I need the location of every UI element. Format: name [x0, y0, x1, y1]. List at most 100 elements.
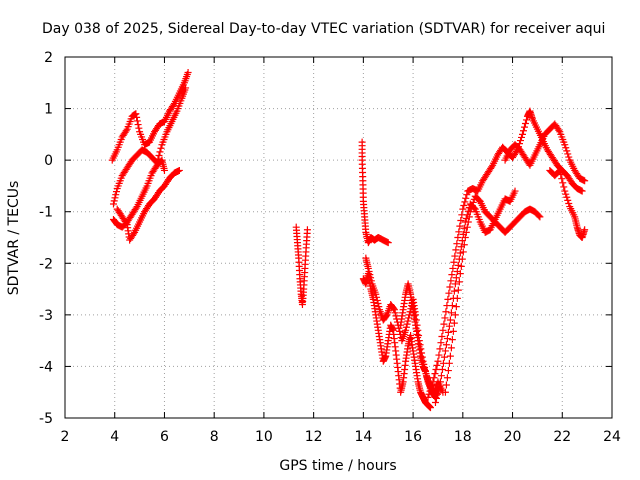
plus-marker [134, 121, 142, 129]
plus-marker [459, 248, 467, 256]
plus-marker [457, 262, 465, 270]
plot-frame [64, 56, 613, 419]
plus-marker [424, 393, 432, 401]
plus-marker [365, 268, 373, 276]
plus-marker [450, 319, 458, 327]
plus-marker [441, 314, 449, 322]
plus-marker [440, 353, 448, 361]
plus-marker [175, 166, 183, 174]
x-tick-label: 4 [110, 429, 119, 445]
y-tick-label: 1 [44, 102, 53, 118]
series-seg-b [109, 84, 190, 208]
plus-marker [364, 264, 372, 272]
plus-marker [565, 199, 573, 207]
y-tick-label: -2 [39, 256, 53, 272]
plus-marker [430, 374, 438, 382]
plus-marker [452, 303, 460, 311]
plus-marker [562, 144, 570, 152]
plus-marker [122, 219, 130, 227]
plus-marker [449, 327, 457, 335]
plus-marker [432, 394, 440, 402]
plus-marker [557, 171, 565, 179]
plus-marker [463, 223, 471, 231]
plus-marker [450, 258, 458, 266]
plus-marker [449, 264, 457, 272]
plus-marker [460, 241, 468, 249]
plus-marker [556, 166, 564, 174]
plus-marker [434, 386, 442, 394]
plus-marker [536, 213, 544, 221]
plus-marker [562, 190, 570, 198]
plus-marker [445, 322, 453, 330]
series-seg-c [109, 156, 168, 231]
plus-marker [453, 240, 461, 248]
plus-marker [455, 228, 463, 236]
plus-marker [460, 224, 468, 232]
plus-marker [563, 147, 571, 155]
series-seg-d [113, 166, 183, 244]
plus-marker [517, 133, 525, 141]
plus-marker [112, 188, 120, 196]
plus-marker [155, 152, 163, 160]
plus-marker [402, 323, 410, 331]
series-seg-l [441, 192, 544, 396]
plus-marker [367, 274, 375, 282]
plus-marker [446, 316, 454, 324]
x-tick-label: 20 [504, 429, 522, 445]
series-seg-g [359, 270, 434, 412]
y-tick-label: 0 [44, 153, 53, 169]
plus-marker [469, 198, 477, 206]
series-seg-a [108, 68, 192, 164]
plus-marker [374, 300, 382, 308]
plus-marker [454, 261, 462, 269]
plus-marker [559, 179, 567, 187]
x-tick-label: 12 [305, 429, 323, 445]
plus-marker [450, 287, 458, 295]
plus-marker [390, 305, 398, 313]
plus-marker [565, 153, 573, 161]
plus-marker [462, 194, 470, 202]
plus-marker [130, 230, 138, 238]
plus-marker [441, 347, 449, 355]
plus-marker [444, 328, 452, 336]
plus-marker [454, 286, 462, 294]
plus-marker [425, 390, 433, 398]
x-axis-title: GPS time / hours [279, 458, 396, 474]
plus-marker [563, 193, 571, 201]
series-seg-k [431, 187, 519, 407]
plus-marker [184, 68, 192, 76]
plus-marker [446, 283, 454, 291]
plus-marker [384, 239, 392, 247]
plus-marker [373, 293, 381, 301]
plus-marker [457, 216, 465, 224]
plus-marker [438, 333, 446, 341]
plus-marker [452, 274, 460, 282]
plus-marker [111, 194, 119, 202]
plus-marker [391, 309, 399, 317]
plus-marker [465, 213, 473, 221]
plus-marker [466, 208, 474, 216]
plus-marker [560, 183, 568, 191]
plus-marker [390, 306, 398, 314]
plus-marker [451, 280, 459, 288]
plus-marker [433, 390, 441, 398]
plus-marker [442, 381, 450, 389]
plus-marker [442, 341, 450, 349]
plus-marker [427, 384, 435, 392]
chart-title: Day 038 of 2025, Sidereal Day-to-day VTE… [42, 21, 605, 37]
plus-marker [453, 294, 461, 302]
y-tick-label: -5 [39, 411, 53, 427]
plus-marker [426, 404, 434, 412]
plus-marker [434, 357, 442, 365]
plus-marker [451, 252, 459, 260]
plus-marker [396, 327, 404, 335]
plus-marker [443, 374, 451, 382]
plus-marker [160, 166, 168, 174]
plus-marker [402, 326, 410, 334]
plus-marker [464, 218, 472, 226]
series-seg-j [424, 107, 586, 401]
x-tick-label: 10 [255, 429, 273, 445]
plus-marker [367, 277, 375, 285]
plus-marker [564, 196, 572, 204]
